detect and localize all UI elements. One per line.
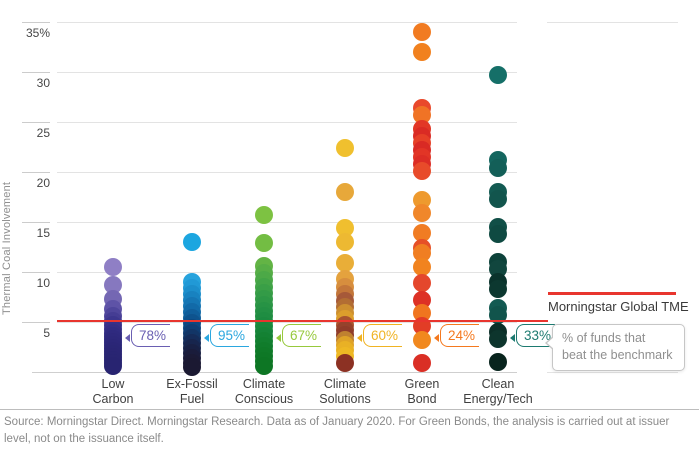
data-point — [489, 225, 507, 243]
category-label: Climate Conscious — [216, 377, 312, 407]
gridline — [57, 272, 517, 273]
callout-pointer-icon — [125, 334, 130, 342]
data-point — [413, 43, 431, 61]
gridline — [57, 72, 517, 73]
category-label-line: Carbon — [92, 392, 134, 406]
y-axis-tick — [22, 22, 50, 23]
callout-value: 78% — [131, 324, 171, 347]
category-label: Climate Solutions — [297, 377, 393, 407]
data-point — [336, 233, 354, 251]
data-point — [489, 306, 507, 324]
category-label-line: Ex-Fossil — [166, 377, 218, 391]
y-tick-label: 10 — [36, 276, 50, 290]
tooltip-tail-icon — [547, 337, 554, 349]
data-point — [413, 23, 431, 41]
data-point — [489, 159, 507, 177]
x-axis-line — [32, 372, 517, 373]
callout-pointer-icon — [276, 334, 281, 342]
data-point — [489, 280, 507, 298]
data-point — [255, 357, 273, 375]
data-point — [255, 234, 273, 252]
source-text: Source: Morningstar Direct. Morningstar … — [4, 416, 670, 445]
y-tick-label: 25 — [36, 126, 50, 140]
data-point — [489, 190, 507, 208]
data-point — [413, 106, 431, 124]
data-point — [336, 354, 354, 372]
data-point — [336, 183, 354, 201]
category-label-line: Energy/Tech — [463, 392, 533, 406]
data-point — [104, 258, 122, 276]
data-point — [336, 219, 354, 237]
data-point — [413, 244, 431, 262]
category-label-line: Green — [404, 377, 440, 391]
data-point — [413, 274, 431, 292]
legend-top-rule — [547, 22, 678, 23]
gridline — [57, 222, 517, 223]
callout-value: 24% — [440, 324, 480, 347]
category-label-line: Solutions — [319, 392, 371, 406]
y-axis-tick — [22, 222, 50, 223]
data-point — [183, 233, 201, 251]
data-point — [413, 204, 431, 222]
data-point — [104, 276, 122, 294]
y-axis-tick — [22, 72, 50, 73]
data-point — [413, 224, 431, 242]
y-tick-label: 35% — [25, 26, 50, 40]
category-label-line: Climate — [323, 377, 367, 391]
legend-bottom-rule — [547, 372, 678, 373]
category-label: Low Carbon — [65, 377, 161, 407]
callout-value: 60% — [363, 324, 403, 347]
data-point — [413, 331, 431, 349]
data-point — [255, 206, 273, 224]
category-label: Ex-Fossil Fuel — [144, 377, 240, 407]
y-tick-label: 5 — [43, 326, 50, 340]
data-point — [413, 162, 431, 180]
callout-pointer-icon — [204, 334, 209, 342]
category-label-line: Low — [101, 377, 125, 391]
source-divider — [0, 409, 699, 410]
tooltip-line-1: % of funds that — [562, 331, 646, 345]
y-tick-label: 30 — [36, 76, 50, 90]
tooltip-line-2: beat the benchmark — [562, 348, 673, 362]
data-point — [336, 254, 354, 272]
category-label-line: Bond — [407, 392, 437, 406]
gridline — [57, 322, 517, 323]
y-axis-tick — [22, 172, 50, 173]
y-axis-tick — [22, 122, 50, 123]
benchmark-line — [57, 320, 548, 322]
category-label-line: Climate — [242, 377, 286, 391]
data-point — [413, 258, 431, 276]
callout-value: 33% — [516, 324, 556, 347]
callout-pointer-icon — [434, 334, 439, 342]
data-point — [413, 354, 431, 372]
y-tick-label: 15 — [36, 226, 50, 240]
benchmark-tooltip: % of funds that beat the benchmark — [545, 324, 685, 371]
data-point — [489, 330, 507, 348]
gridline — [57, 172, 517, 173]
category-label-line: Fuel — [179, 392, 205, 406]
callout-pointer-icon — [357, 334, 362, 342]
data-point — [489, 66, 507, 84]
y-tick-label: 20 — [36, 176, 50, 190]
y-axis-tick — [22, 272, 50, 273]
data-point — [183, 358, 201, 376]
category-label-line: Conscious — [234, 392, 294, 406]
benchmark-legend-label: Morningstar Global TME — [548, 299, 689, 314]
gridline — [57, 122, 517, 123]
benchmark-legend-line — [548, 292, 676, 295]
category-label: Clean Energy/Tech — [450, 377, 546, 407]
callout-pointer-icon — [510, 334, 515, 342]
gridline — [57, 22, 517, 23]
category-label: Green Bond — [374, 377, 470, 407]
data-point — [336, 139, 354, 157]
category-label-line: Clean — [481, 377, 515, 391]
callout-value: 67% — [282, 324, 322, 347]
data-point — [104, 357, 122, 375]
data-point — [489, 353, 507, 371]
y-axis-tick — [22, 322, 50, 323]
callout-value: 95% — [210, 324, 250, 347]
